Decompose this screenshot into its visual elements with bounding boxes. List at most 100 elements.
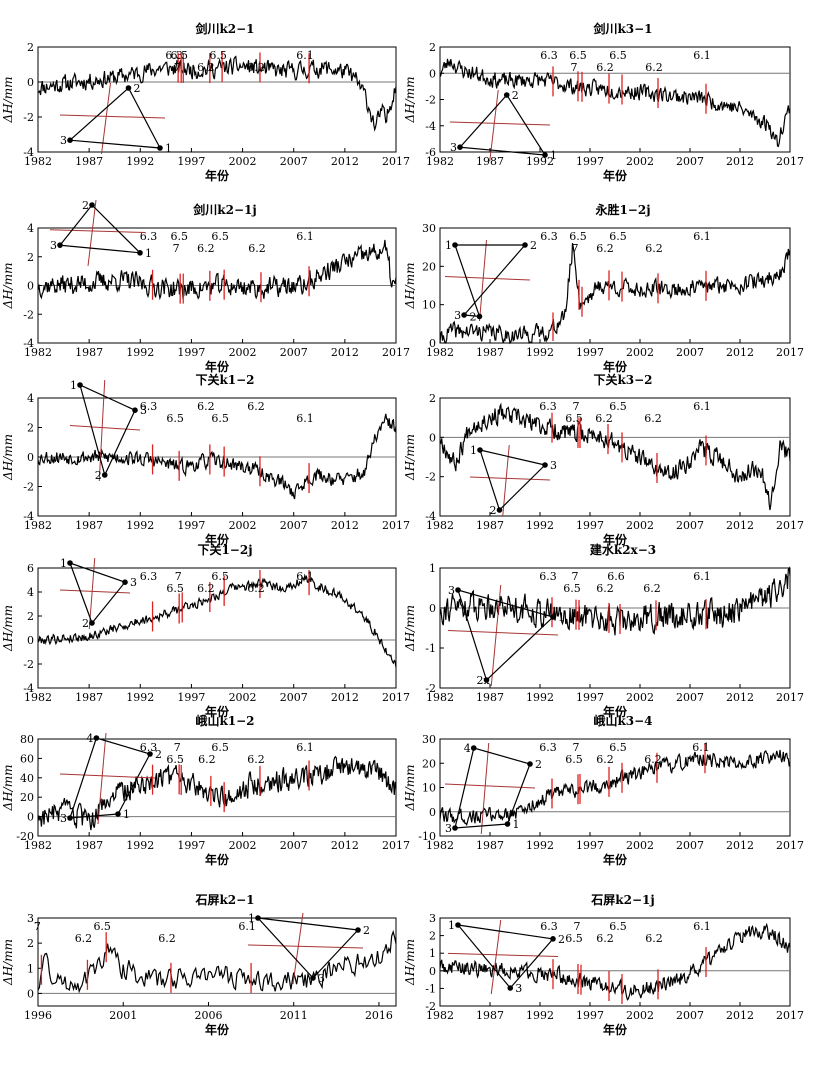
station-point [355,927,361,933]
y-tick-label: -4 [23,682,34,695]
station-label: 3 [130,576,137,589]
x-axis-label: 年份 [603,704,628,719]
x-tick-label: 2017 [776,1009,804,1022]
station-point [542,152,548,158]
station-label: 3 [445,822,452,835]
earthquake-label: 6.5 [211,230,229,243]
x-axis-label: 年份 [205,852,230,867]
x-tick-label: 2007 [676,155,704,168]
earthquake-label: 6.1 [693,920,711,933]
earthquake-label: 6.1 [296,49,314,62]
earthquake-label: 6.1 [296,230,314,243]
station-point [457,144,463,150]
earthquake-label: 6.2 [595,412,613,425]
station-label: 3 [60,812,67,825]
station-label: 1 [550,149,557,162]
earthquake-label: 6.2 [75,932,93,945]
station-diagram: 1 2 3 [49,199,152,267]
y-tick-label: 0 [27,76,34,89]
earthquake-label: 6.2 [596,932,614,945]
x-axis-label: 年份 [603,532,628,547]
earthquake-label: 6.2 [644,412,662,425]
station-label: 3 [550,459,557,472]
x-tick-label: 1992 [526,691,554,704]
station-point [550,936,556,942]
y-axis-label: ΔH/mm [403,765,417,812]
station-label: 2 [82,199,89,212]
earthquake-label: 6.5 [609,230,627,243]
chart-panel: -4 -2 0 2 1982 1987 1992 1997 2002 2007 2012 2017 年份… [1,21,410,183]
station-label: 3 [515,982,522,995]
y-tick-label: 0 [27,280,34,293]
data-series-line [439,242,791,345]
station-point [483,677,490,683]
station-point [550,614,556,620]
x-tick-label: 2017 [382,155,410,168]
station-point [461,312,467,318]
y-tick-label: 80 [20,733,34,746]
x-tick-label: 2012 [726,1009,754,1022]
y-tick-label: 0 [27,811,34,824]
earthquake-label: 7 [573,741,580,754]
earthquake-label: 6.2 [596,242,614,255]
station-label: 3 [450,141,457,154]
station-label: 1 [165,142,172,155]
station-label: 1 [448,919,455,932]
y-tick-label: 4 [27,222,34,235]
station-label: 3 [60,134,67,147]
station-diagram: 1 23 2 [444,239,537,323]
station-diagram: 1 2 3 [447,919,565,995]
station-label: 2 [134,82,141,95]
earthquake-label: 6.5 [209,49,227,62]
x-tick-label: 2002 [229,346,257,359]
x-tick-label: 1996 [24,1009,52,1022]
fault-trace [489,89,499,162]
chart-title: 石屏k2−1j [590,893,654,907]
earthquake-label: 6.1 [693,49,711,62]
station-point [507,985,514,991]
x-tick-label: 1987 [75,691,103,704]
y-tick-label: 0 [429,602,436,615]
x-tick-label: 2007 [676,839,704,852]
earthquake-label: 6.2 [645,61,663,74]
x-tick-label: 1987 [476,691,504,704]
y-tick-label: 6 [27,562,34,575]
y-tick-label: 4 [27,392,34,405]
station-point [67,560,73,566]
y-axis-label: ΔH/mm [1,939,15,986]
y-tick-label: 20 [422,757,436,770]
station-point [476,313,483,320]
earthquake-label: 7 [174,61,181,74]
earthquake-label: 6.3 [140,400,158,413]
station-point [89,620,95,626]
x-tick-label: 2007 [676,346,704,359]
earthquake-label: 6.5 [166,753,184,766]
station-point [132,407,138,414]
x-tick-label: 2002 [229,155,257,168]
earthquake-label: 6.1 [296,741,314,754]
x-tick-label: 1992 [126,346,154,359]
y-tick-label: -2 [23,481,34,494]
chart-title: 建水k2x−3 [589,542,656,557]
earthquake-label: 6.2 [644,753,662,766]
station-label: 2 [155,748,162,761]
earthquake-label: 6.5 [609,400,627,413]
x-axis-label: 年份 [205,532,230,547]
chart-title: 剑川k2−1j [192,202,256,217]
station-point [147,751,153,757]
x-tick-label: 1992 [526,155,554,168]
earthquake-label: 7 [173,242,180,255]
fault-trace [444,783,536,789]
earthquake-label: 6.2 [247,753,265,766]
station-label: 1 [558,611,565,624]
station-point [93,735,100,741]
earthquake-label: 6.2 [643,582,661,595]
y-tick-label: 0 [429,337,436,350]
earthquake-label: 6.5 [565,412,583,425]
station-point [77,382,83,388]
station-label: 3 [448,584,455,597]
earthquake-label: 6.1 [692,741,710,754]
fault-trace [490,919,502,995]
x-tick-label: 2002 [626,839,654,852]
station-label: 1 [60,557,67,570]
